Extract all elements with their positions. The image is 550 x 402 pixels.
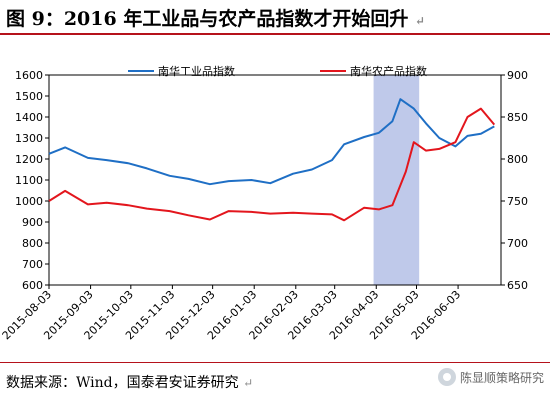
figure-title-bar: 图 9：2016 年工业品与农产品指数才开始回升 ↵ [0,0,550,30]
legend-label: 南华工业品指数 [158,64,235,78]
watermark: 陈显顺策略研究 [437,368,544,386]
y-left-tick-label: 1300 [15,132,43,145]
title-divider [0,33,550,35]
paragraph-mark-icon: ↵ [414,14,426,28]
y-left-tick-label: 900 [22,216,43,229]
y-left-tick-label: 1200 [15,153,43,166]
y-left-tick-label: 700 [22,258,43,271]
y-left-tick-label: 1600 [15,69,43,82]
y-left-tick-label: 600 [22,279,43,292]
y-right-tick-label: 800 [507,153,528,166]
y-left-tick-label: 800 [22,237,43,250]
wechat-logo-icon [437,368,456,386]
y-right-tick-label: 700 [507,237,528,250]
y-left-tick-label: 1100 [15,174,43,187]
y-right-tick-label: 850 [507,111,528,124]
source-note: 数据来源：Wind，国泰君安证券研究 ↵ [6,375,254,391]
plot-frame [48,74,502,286]
y-left-tick-label: 1400 [15,111,43,124]
series-line-industrial [48,98,495,186]
paragraph-mark-icon: ↵ [243,376,254,390]
figure-title: 图 9：2016 年工业品与农产品指数才开始回升 ↵ [6,8,426,30]
legend-label: 南华农产品指数 [350,64,427,78]
watermark-text: 陈显顺策略研究 [459,370,544,385]
y-right-tick-label: 900 [507,69,528,82]
y-right-tick-label: 750 [507,195,528,208]
y-right-tick-label: 650 [507,279,528,292]
source-divider [0,362,550,363]
series-line-agricultural [48,107,496,222]
y-left-tick-label: 1000 [15,195,43,208]
y-left-tick-label: 1500 [15,90,43,103]
